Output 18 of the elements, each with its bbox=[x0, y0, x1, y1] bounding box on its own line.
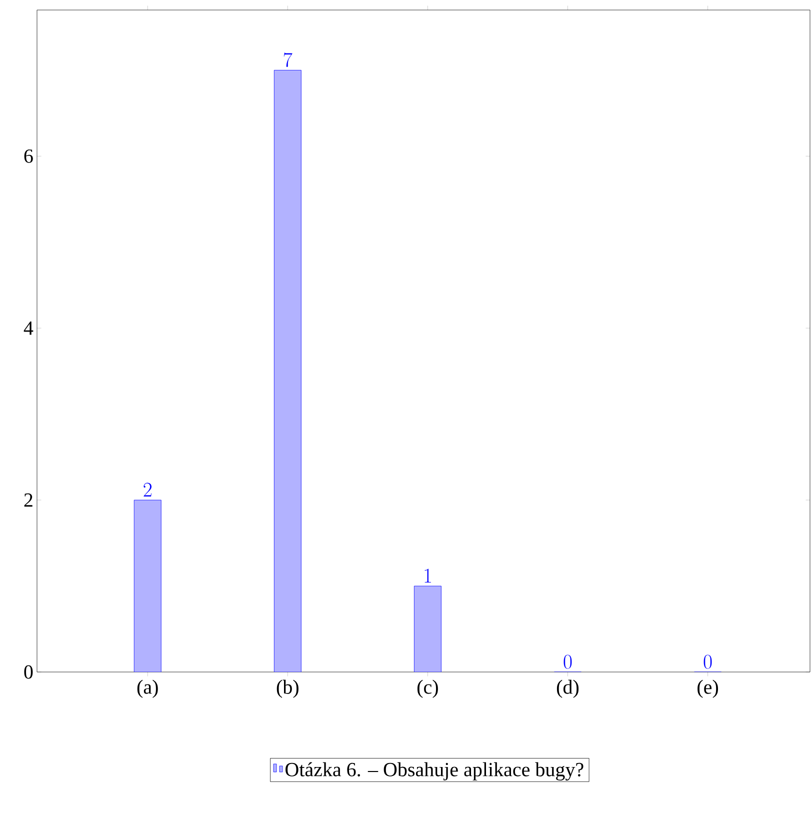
x-tick-label: (a) bbox=[137, 680, 158, 698]
data-label: 1 bbox=[424, 568, 431, 582]
data-label: 7 bbox=[284, 52, 292, 67]
data-label: 0 bbox=[704, 654, 712, 669]
bar bbox=[274, 70, 302, 672]
x-tick-label: (b) bbox=[276, 680, 298, 698]
bar bbox=[134, 500, 162, 672]
bar bbox=[414, 586, 442, 672]
y-tick-label: 0 bbox=[24, 665, 33, 679]
data-label: 0 bbox=[564, 654, 572, 669]
x-tick-label: (c) bbox=[417, 680, 438, 698]
x-tick-label: (d) bbox=[556, 680, 579, 698]
legend-label: Otázka 6. – Obsahuje aplikace bugy? bbox=[286, 762, 584, 780]
data-label: 2 bbox=[144, 482, 152, 497]
y-tick-label: 6 bbox=[24, 149, 33, 163]
y-tick-label: 2 bbox=[24, 493, 32, 507]
y-tick-label: 4 bbox=[24, 322, 34, 335]
x-tick-label: (e) bbox=[698, 680, 718, 698]
